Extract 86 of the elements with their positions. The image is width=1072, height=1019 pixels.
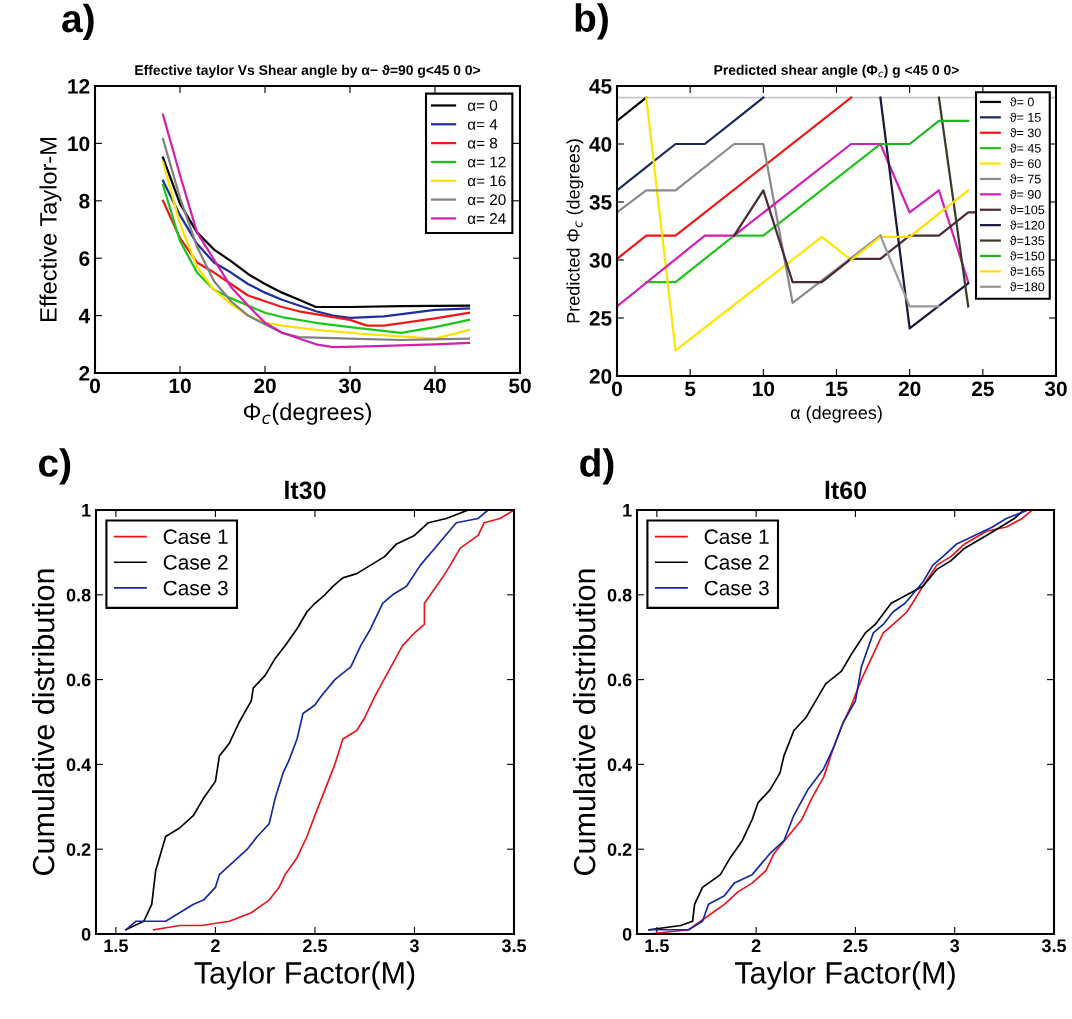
y-tick-label: 35 bbox=[589, 195, 612, 210]
x-tick-label: 2.5 bbox=[303, 939, 327, 953]
y-axis-title: Predicted Φ$_{c}$ (degrees) bbox=[566, 139, 584, 323]
legend-label: α= 20 bbox=[467, 194, 506, 206]
x-tick-label: 25 bbox=[971, 381, 994, 397]
x-tick-label: 15 bbox=[826, 381, 848, 397]
legend-label: Case 1 bbox=[163, 529, 228, 545]
y-axis-title: Effective Taylor-M bbox=[39, 138, 62, 321]
legend-label: ϑ=150 bbox=[1009, 251, 1045, 261]
legend-label: ϑ=105 bbox=[1009, 205, 1045, 215]
y-tick-label: 0.4 bbox=[607, 758, 633, 772]
x-tick-label: 2.5 bbox=[843, 939, 868, 953]
y-tick-label: 40 bbox=[589, 137, 612, 152]
x-tick-label: 3.5 bbox=[501, 939, 527, 953]
legend-label: Case 3 bbox=[704, 580, 769, 596]
x-tick-label: 20 bbox=[254, 378, 276, 394]
y-tick-label: 6 bbox=[79, 251, 90, 266]
chart-title: Predicted shear angle (Φ$_{c}$) g <45 0 0> bbox=[714, 64, 959, 78]
legend-label: ϑ=135 bbox=[1009, 235, 1045, 246]
legend-label: Case 1 bbox=[704, 529, 769, 545]
y-axis-title: Cumulative distribution bbox=[573, 569, 596, 875]
y-axis-title: Cumulative distribution bbox=[32, 569, 55, 875]
legend-label: ϑ=120 bbox=[1009, 220, 1045, 230]
y-tick-label: 30 bbox=[589, 253, 612, 268]
legend-label: α= 24 bbox=[467, 213, 506, 224]
legend-label: α= 4 bbox=[467, 119, 498, 130]
legend-label: ϑ= 60 bbox=[1009, 158, 1041, 169]
text: a) bbox=[62, 3, 94, 41]
x-tick-label: 30 bbox=[1044, 381, 1067, 397]
y-tick-label: 1 bbox=[623, 504, 632, 517]
x-tick-label: 50 bbox=[509, 378, 531, 394]
y-tick-label: 4 bbox=[78, 308, 91, 324]
x-tick-label: 30 bbox=[338, 378, 361, 394]
legend-label: ϑ= 30 bbox=[1009, 128, 1041, 138]
chart-title: lt60 bbox=[825, 480, 867, 500]
x-tick-label: 2 bbox=[211, 939, 220, 952]
y-tick-label: 10 bbox=[68, 136, 90, 152]
y-tick-label: 0 bbox=[81, 927, 91, 941]
legend-label: ϑ= 0 bbox=[1009, 97, 1034, 107]
x-tick-label: 10 bbox=[753, 381, 775, 397]
y-tick-label: 0.6 bbox=[607, 673, 632, 687]
x-tick-label: 20 bbox=[898, 381, 921, 397]
x-axis-title: α (degrees) bbox=[790, 405, 882, 423]
legend-label: α= 8 bbox=[467, 137, 498, 149]
x-tick-label: 10 bbox=[169, 378, 191, 394]
x-tick-label: 1.5 bbox=[104, 939, 128, 953]
legend-label: Case 2 bbox=[163, 554, 228, 570]
text: b) bbox=[575, 3, 608, 40]
y-tick-label: 25 bbox=[589, 311, 612, 326]
y-tick-label: 0.6 bbox=[66, 673, 91, 687]
legend-label: ϑ= 90 bbox=[1009, 189, 1041, 199]
y-tick-label: 0.8 bbox=[607, 588, 632, 602]
text: c) bbox=[39, 448, 71, 485]
y-tick-label: 0.2 bbox=[607, 843, 632, 856]
text: d) bbox=[580, 448, 614, 485]
x-tick-label: 2 bbox=[751, 939, 761, 952]
y-tick-label: 45 bbox=[589, 79, 612, 94]
y-tick-label: 0.2 bbox=[66, 843, 91, 856]
x-tick-label: 3 bbox=[950, 939, 960, 953]
x-axis-title: Taylor Factor(M) bbox=[194, 961, 415, 990]
y-tick-label: 0.8 bbox=[66, 588, 91, 602]
y-tick-label: 8 bbox=[79, 193, 90, 209]
chart-title: Effective taylor Vs Shear angle by α− ϑ=90 g<45 0 0> bbox=[135, 64, 481, 78]
legend-label: ϑ= 75 bbox=[1009, 174, 1041, 184]
legend-label: ϑ= 45 bbox=[1009, 143, 1041, 153]
y-tick-label: 0.4 bbox=[66, 758, 92, 772]
legend-label: α= 12 bbox=[467, 156, 506, 168]
x-axis-title: Taylor Factor(M) bbox=[735, 961, 955, 990]
chart-title: lt30 bbox=[285, 480, 326, 500]
legend-label: Case 3 bbox=[163, 580, 228, 596]
x-tick-label: 40 bbox=[423, 378, 446, 394]
legend-label: Case 2 bbox=[704, 554, 769, 570]
y-tick-label: 2 bbox=[79, 366, 90, 381]
legend-label: α= 0 bbox=[467, 100, 498, 111]
legend-label: ϑ=180 bbox=[1009, 282, 1045, 292]
legend-label: ϑ= 15 bbox=[1009, 112, 1041, 122]
x-tick-label: 3 bbox=[409, 939, 419, 953]
x-tick-label: 5 bbox=[685, 381, 696, 397]
y-tick-label: 0 bbox=[622, 927, 632, 941]
x-axis-title: Φ$_{c}$(degrees) bbox=[243, 402, 371, 425]
x-tick-label: 1.5 bbox=[645, 939, 669, 953]
y-tick-label: 1 bbox=[82, 504, 91, 517]
legend-label: ϑ=165 bbox=[1009, 266, 1045, 276]
x-tick-label: 3.5 bbox=[1041, 939, 1067, 953]
legend-label: α= 16 bbox=[467, 175, 506, 187]
y-tick-label: 12 bbox=[68, 79, 90, 94]
